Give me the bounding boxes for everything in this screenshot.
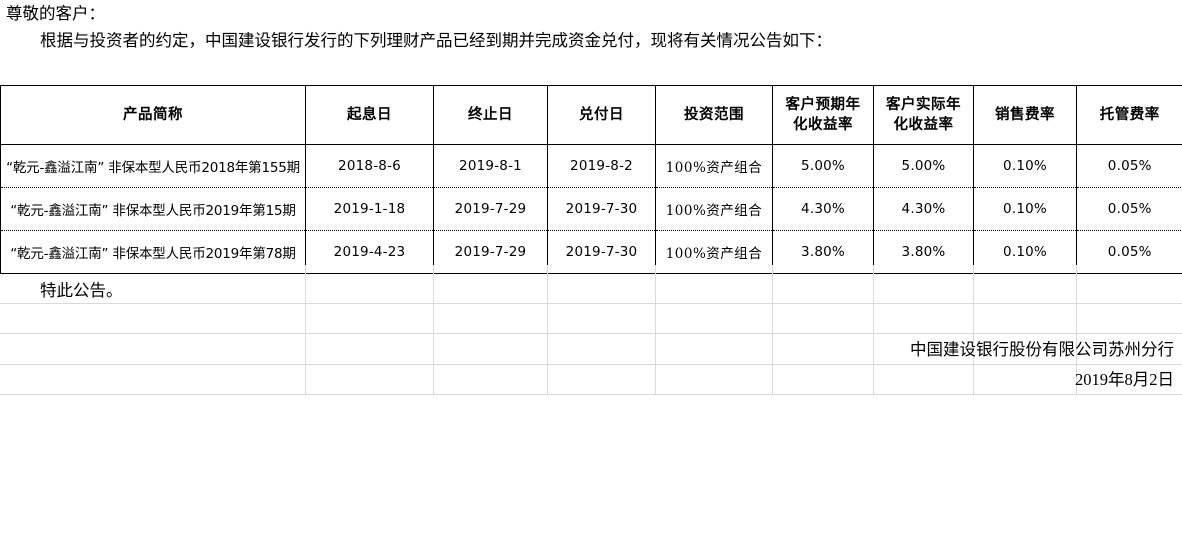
cell-investment-scope: 100%资产组合 <box>655 187 773 231</box>
cell-investment-scope: 100%资产组合 <box>655 144 773 188</box>
announcement-body-text: 根据与投资者的约定，中国建设银行发行的下列理财产品已经到期并完成资金兑付，现将有… <box>40 31 832 50</box>
grid-cell <box>547 303 656 334</box>
grid-cell <box>305 333 434 365</box>
column-header-expected-yield-line1: 客户预期年 <box>785 96 861 114</box>
grid-cell <box>655 303 773 334</box>
grid-cell <box>433 364 548 395</box>
grid-cell <box>772 303 874 334</box>
grid-cell <box>305 265 434 304</box>
grid-cell <box>873 265 974 304</box>
grid-cell <box>1076 333 1182 365</box>
column-header-payment-date: 兑付日 <box>547 85 656 145</box>
footer-grid <box>0 265 1182 395</box>
column-header-investment-scope: 投资范围 <box>655 85 773 145</box>
grid-cell <box>973 364 1077 395</box>
grid-cell <box>547 333 656 365</box>
grid-cell <box>772 333 874 365</box>
signature-date: 2019年8月2日 <box>1075 370 1174 389</box>
grid-cell <box>973 333 1077 365</box>
column-header-product: 产品简称 <box>0 85 306 145</box>
cell-expected-yield: 5.00% <box>772 144 874 188</box>
column-header-end-date: 终止日 <box>433 85 548 145</box>
cell-sales-fee: 0.10% <box>973 187 1077 231</box>
grid-cell <box>655 364 773 395</box>
cell-payment-date: 2019-7-30 <box>547 187 656 231</box>
grid-cell <box>655 333 773 365</box>
grid-cell <box>973 265 1077 304</box>
notice-text: 特此公告。 <box>40 281 123 300</box>
grid-cell <box>0 265 306 304</box>
cell-actual-yield: 5.00% <box>873 144 974 188</box>
grid-cell <box>0 333 306 365</box>
cell-payment-date: 2019-8-2 <box>547 144 656 188</box>
cell-expected-yield: 4.30% <box>772 187 874 231</box>
grid-cell <box>973 303 1077 334</box>
grid-row <box>0 303 1182 334</box>
table-header-row: 产品简称 起息日 终止日 兑付日 投资范围 客户预期年 化收益率 客户实际年 化… <box>0 85 1182 145</box>
cell-sales-fee: 0.10% <box>973 144 1077 188</box>
grid-cell <box>1076 303 1182 334</box>
grid-cell <box>873 333 974 365</box>
cell-start-date: 2019-1-18 <box>305 187 434 231</box>
grid-cell <box>1076 265 1182 304</box>
grid-cell <box>772 265 874 304</box>
grid-cell <box>547 265 656 304</box>
cell-actual-yield: 4.30% <box>873 187 974 231</box>
grid-cell <box>305 303 434 334</box>
cell-end-date: 2019-8-1 <box>433 144 548 188</box>
grid-row <box>0 364 1182 395</box>
product-maturity-table: 产品简称 起息日 终止日 兑付日 投资范围 客户预期年 化收益率 客户实际年 化… <box>0 85 1182 274</box>
cell-custody-fee: 0.05% <box>1076 187 1182 231</box>
signature-text: 中国建设银行股份有限公司苏州分行 <box>910 340 1174 359</box>
grid-cell <box>0 303 306 334</box>
grid-cell <box>873 364 974 395</box>
cell-product: “乾元-鑫溢江南” 非保本型人民币2018年第155期 <box>0 144 306 188</box>
grid-cell <box>873 303 974 334</box>
grid-cell <box>433 265 548 304</box>
grid-row <box>0 265 1182 304</box>
grid-row <box>0 333 1182 365</box>
cell-end-date: 2019-7-29 <box>433 187 548 231</box>
cell-start-date: 2018-8-6 <box>305 144 434 188</box>
column-header-custody-fee: 托管费率 <box>1076 85 1182 145</box>
grid-cell <box>547 364 656 395</box>
cell-product: “乾元-鑫溢江南” 非保本型人民币2019年第15期 <box>0 187 306 231</box>
grid-cell <box>433 333 548 365</box>
grid-cell <box>772 364 874 395</box>
column-header-start-date: 起息日 <box>305 85 434 145</box>
cell-custody-fee: 0.05% <box>1076 144 1182 188</box>
grid-cell <box>305 364 434 395</box>
column-header-expected-yield-line2: 化收益率 <box>793 116 853 133</box>
grid-cell <box>655 265 773 304</box>
grid-cell <box>0 364 306 395</box>
column-header-actual-yield: 客户实际年 化收益率 <box>873 85 974 145</box>
column-header-expected-yield: 客户预期年 化收益率 <box>772 85 874 145</box>
salutation-text: 尊敬的客户： <box>6 4 105 23</box>
column-header-actual-yield-line2: 化收益率 <box>893 116 954 133</box>
grid-cell <box>433 303 548 334</box>
table-row: “乾元-鑫溢江南” 非保本型人民币2018年第155期 2018-8-6 201… <box>0 144 1182 188</box>
column-header-sales-fee: 销售费率 <box>973 85 1077 145</box>
grid-cell <box>1076 364 1182 395</box>
column-header-actual-yield-line1: 客户实际年 <box>886 96 961 114</box>
table-row: “乾元-鑫溢江南” 非保本型人民币2019年第15期 2019-1-18 201… <box>0 187 1182 231</box>
